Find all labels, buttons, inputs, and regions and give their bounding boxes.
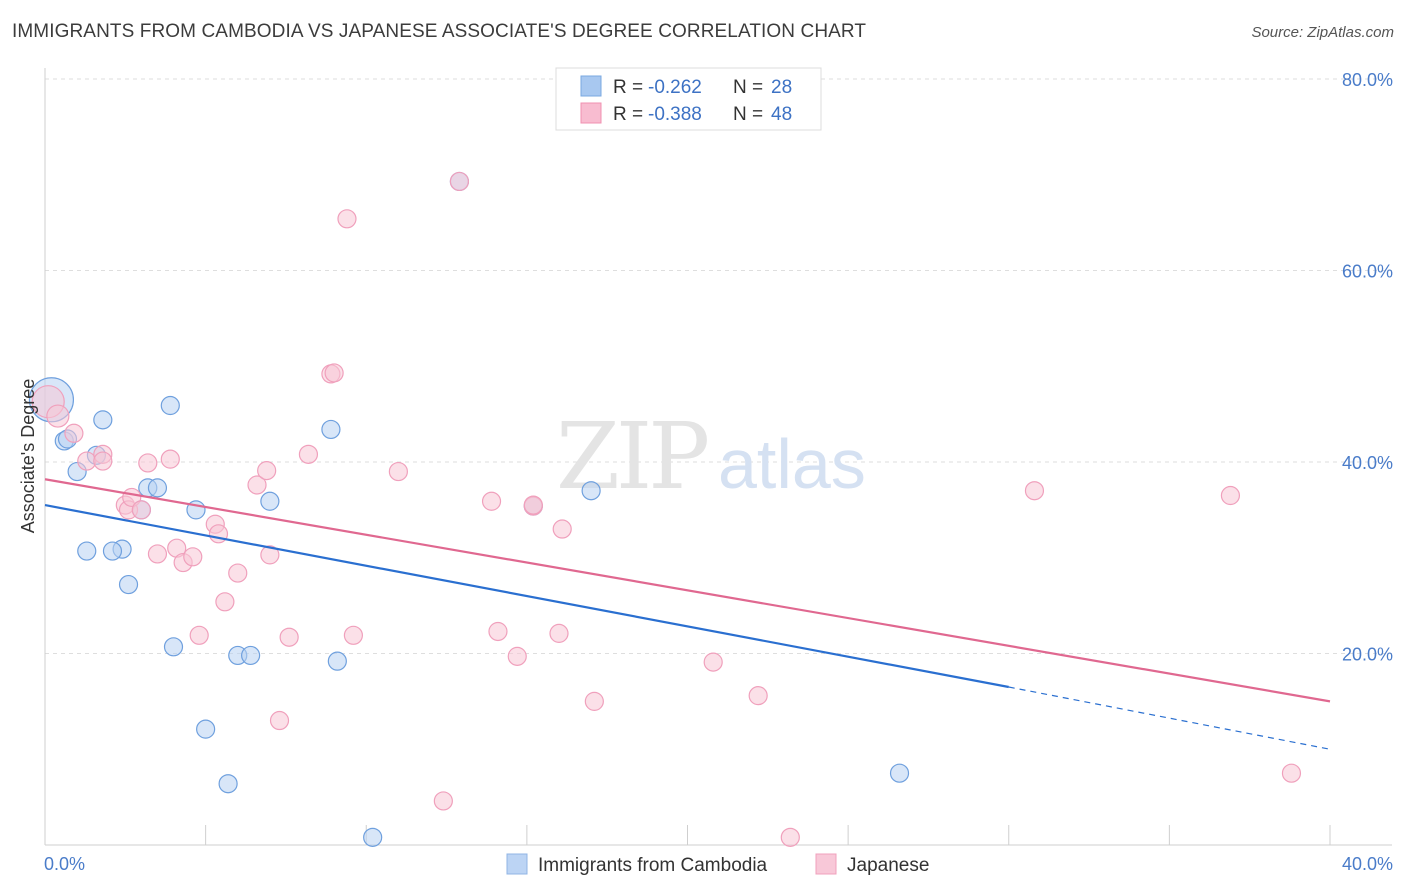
cambodia-point-22 (218, 774, 238, 794)
cambodia-point-19 (241, 645, 261, 666)
japanese-point-29 (343, 625, 363, 645)
japanese-point-21 (257, 461, 277, 481)
legend-swatch-cambodia (580, 75, 602, 97)
japanese-point-15 (183, 547, 203, 567)
legend-n-value-japanese: 48 (771, 104, 792, 125)
japanese-point-19 (228, 563, 248, 583)
japanese-point-11 (147, 544, 168, 564)
japanese-point-40 (703, 652, 723, 672)
cambodia-point-26 (363, 827, 383, 847)
cambodia-point-21 (196, 719, 216, 739)
legend-r-label-japanese: R = (613, 104, 643, 125)
japanese-point-32 (433, 791, 453, 811)
y-axis-label: Associate's Degree (18, 379, 38, 534)
japanese-point-20 (247, 475, 267, 495)
cambodia-point-27 (889, 763, 910, 783)
legend-swatch-japanese (580, 102, 602, 124)
japanese-point-31 (269, 710, 290, 731)
japanese-point-3 (77, 451, 97, 471)
legend-r-label-cambodia: R = (613, 77, 643, 98)
cambodia-point-20 (327, 651, 347, 671)
x-tick-label-1: 40.0% (1342, 854, 1393, 874)
japanese-point-22 (260, 545, 280, 565)
points-layer (28, 171, 1302, 847)
japanese-point-44 (1220, 485, 1241, 506)
japanese-point-5 (93, 451, 113, 471)
x-tick-label-0: 0.0% (44, 854, 85, 874)
japanese-point-24 (279, 627, 299, 647)
legend-r-value-japanese: -0.388 (648, 104, 702, 125)
japanese-point-46 (449, 171, 470, 192)
japanese-point-38 (552, 519, 572, 539)
japanese-point-1 (46, 404, 70, 428)
cambodia-point-17 (163, 637, 184, 657)
japanese-point-23 (189, 625, 209, 645)
japanese-point-18 (215, 592, 235, 612)
y-tick-label-2: 60.0% (1342, 262, 1393, 282)
cambodia-point-16 (118, 574, 139, 595)
cambodia-point-25 (581, 481, 601, 501)
bottom-legend-label-japanese: Japanese (847, 855, 929, 876)
y-tick-label-0: 20.0% (1342, 645, 1393, 665)
cambodia-point-12 (321, 419, 341, 440)
bottom-legend-label-cambodia: Immigrants from Cambodia (538, 855, 768, 876)
japanese-point-45 (1281, 763, 1302, 783)
tick-label-layer: 20.0% 40.0% 60.0% 80.0% 0.0% 40.0% (44, 70, 1393, 874)
legend-n-value-cambodia: 28 (771, 77, 792, 98)
cambodia-point-6 (160, 395, 180, 416)
japanese-point-33 (481, 491, 502, 511)
bottom-legend-swatch-cambodia (506, 853, 528, 875)
legend-n-label-japanese: N = (733, 104, 763, 125)
legend-n-label-cambodia: N = (733, 77, 763, 98)
legend-r-value-cambodia: -0.262 (648, 77, 702, 98)
legend-box: R = -0.262 N = 28 R = -0.388 N = 48 (555, 67, 822, 131)
cambodia-trend-line (44, 504, 1009, 689)
cambodia-point-15 (102, 541, 123, 561)
japanese-point-37 (549, 623, 569, 643)
japanese-point-27 (324, 363, 344, 383)
cambodia-point-3 (93, 410, 113, 430)
cambodia-trend-extension (1008, 686, 1331, 750)
japanese-point-10 (138, 453, 158, 473)
japanese-point-12 (160, 449, 180, 469)
japanese-point-2 (64, 423, 84, 443)
japanese-point-34 (488, 621, 508, 642)
cambodia-point-8 (147, 478, 168, 498)
japanese-point-28 (337, 209, 357, 229)
japanese-point-47 (523, 495, 543, 515)
japanese-point-39 (584, 691, 604, 711)
chart-title: IMMIGRANTS FROM CAMBODIA VS JAPANESE ASS… (12, 21, 867, 42)
bottom-legend: Immigrants from Cambodia Japanese (506, 853, 929, 876)
japanese-point-41 (748, 686, 768, 706)
japanese-point-43 (1024, 481, 1045, 501)
japanese-point-30 (388, 461, 408, 482)
y-tick-label-3: 80.0% (1342, 70, 1393, 90)
japanese-point-35 (507, 646, 527, 666)
bottom-legend-swatch-japanese (815, 853, 837, 875)
japanese-point-42 (780, 827, 800, 847)
trend-layer (44, 478, 1331, 750)
japanese-point-25 (298, 444, 319, 464)
japanese-trend-line (44, 478, 1331, 703)
cambodia-point-11 (260, 491, 280, 511)
watermark-atlas: atlas (718, 425, 866, 503)
watermark-zip: ZIP (556, 403, 707, 510)
y-tick-label-1: 40.0% (1342, 453, 1393, 473)
watermark: ZIP atlas (556, 403, 866, 510)
japanese-point-9 (131, 500, 151, 520)
grid-layer (45, 78, 1392, 654)
cambodia-point-13 (77, 541, 97, 561)
source-credit: Source: ZipAtlas.com (1251, 24, 1394, 41)
